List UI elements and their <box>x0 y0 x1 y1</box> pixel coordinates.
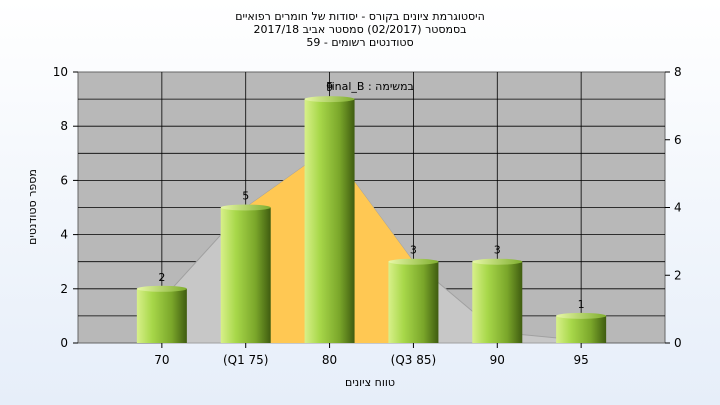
y2-axis-tick-label: 6 <box>674 133 682 147</box>
x-axis-tick-label: 95 <box>574 353 589 367</box>
x-axis-tick-label: 70 <box>154 353 169 367</box>
x-axis-tick-label: 80 <box>322 353 337 367</box>
chart-title: היסטוגרמת ציונים בקורס - יסודות של חומרי… <box>235 10 485 23</box>
bar-data-label: 2 <box>158 271 165 284</box>
bar-cap <box>136 285 187 292</box>
chart-subtitle-line-1: בסמסטר (02/2017) סמסטר אביב 2017/18 <box>253 23 467 36</box>
y2-axis-tick-label: 2 <box>674 268 682 282</box>
bar <box>472 261 523 343</box>
bar <box>304 99 355 343</box>
y2-axis-tick-label: 8 <box>674 65 682 79</box>
bar <box>136 288 187 343</box>
bar <box>556 315 607 343</box>
assignment-annotation: Final_B : במשימה <box>326 80 414 93</box>
bar-cap <box>304 96 355 103</box>
bar-data-label: 3 <box>410 244 417 257</box>
bar-cap <box>556 312 607 319</box>
y2-axis-tick-label: 4 <box>674 201 682 215</box>
bar-cap <box>220 204 271 211</box>
x-axis-tick-label: (Q1 75) <box>223 353 269 367</box>
bar <box>220 207 271 343</box>
y-axis-tick-label: 4 <box>60 228 68 242</box>
bar-data-label: 9 <box>326 81 333 94</box>
y-axis-tick-label: 0 <box>60 336 68 350</box>
chart-title-block: היסטוגרמת ציונים בקורס - יסודות של חומרי… <box>0 10 720 49</box>
bar-data-label: 5 <box>242 190 249 203</box>
bar <box>388 261 439 343</box>
y-axis-tick-label: 8 <box>60 119 68 133</box>
bar-data-label: 1 <box>578 298 585 311</box>
y2-axis-tick-label: 0 <box>674 336 682 350</box>
bar-cap <box>472 258 523 265</box>
bar-data-label: 3 <box>494 244 501 257</box>
y-axis-tick-label: 10 <box>53 65 68 79</box>
y-axis-tick-label: 6 <box>60 173 68 187</box>
y-axis-title: מספר סטודנטים <box>26 169 39 245</box>
y-axis-tick-label: 2 <box>60 282 68 296</box>
x-axis-title: טווח ציונים <box>345 376 395 389</box>
x-axis-tick-label: 90 <box>490 353 505 367</box>
chart-subtitle-line-2: סטודנטים רשומים - 59 <box>306 36 414 49</box>
x-axis-tick-label: (Q3 85) <box>391 353 437 367</box>
bar-cap <box>388 258 439 265</box>
